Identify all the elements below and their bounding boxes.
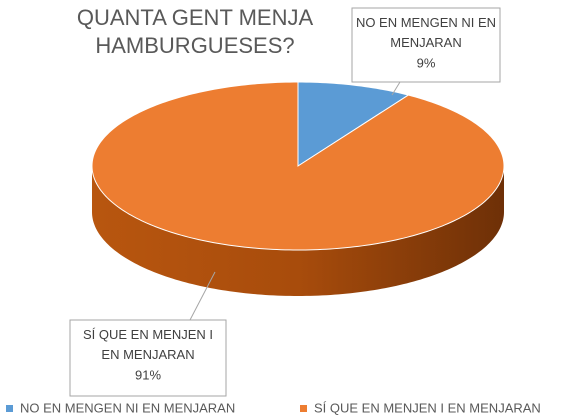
- chart-title: QUANTA GENT MENJA HAMBURGUESES?: [76, 5, 314, 58]
- data-label-value: 91%: [135, 367, 161, 382]
- leader-line: [189, 271, 216, 321]
- label-line: NO EN MENGEN NI EN: [356, 15, 496, 30]
- label-box: [69, 319, 227, 397]
- legend-marker: [6, 405, 13, 412]
- legend-label: SÍ QUE EN MENJEN I EN MENJARAN: [314, 400, 541, 415]
- legend-marker: [300, 405, 307, 412]
- legend-label: NO EN MENGEN NI EN MENJARAN: [20, 400, 235, 415]
- pie-slice: [91, 81, 505, 251]
- pie-side: [92, 166, 504, 296]
- label-line: MENJARAN: [390, 35, 462, 50]
- data-label-value: 9%: [417, 55, 436, 70]
- data-label: NO EN MENGEN NI EN MENJARAN: [356, 15, 496, 50]
- leader-line: [391, 81, 401, 96]
- label-line: EN MENJARAN: [101, 347, 194, 362]
- data-label: SÍ QUE EN MENJEN I EN MENJARAN: [83, 327, 213, 362]
- label-line: SÍ QUE EN MENJEN I: [83, 327, 213, 342]
- label-box: [351, 7, 501, 83]
